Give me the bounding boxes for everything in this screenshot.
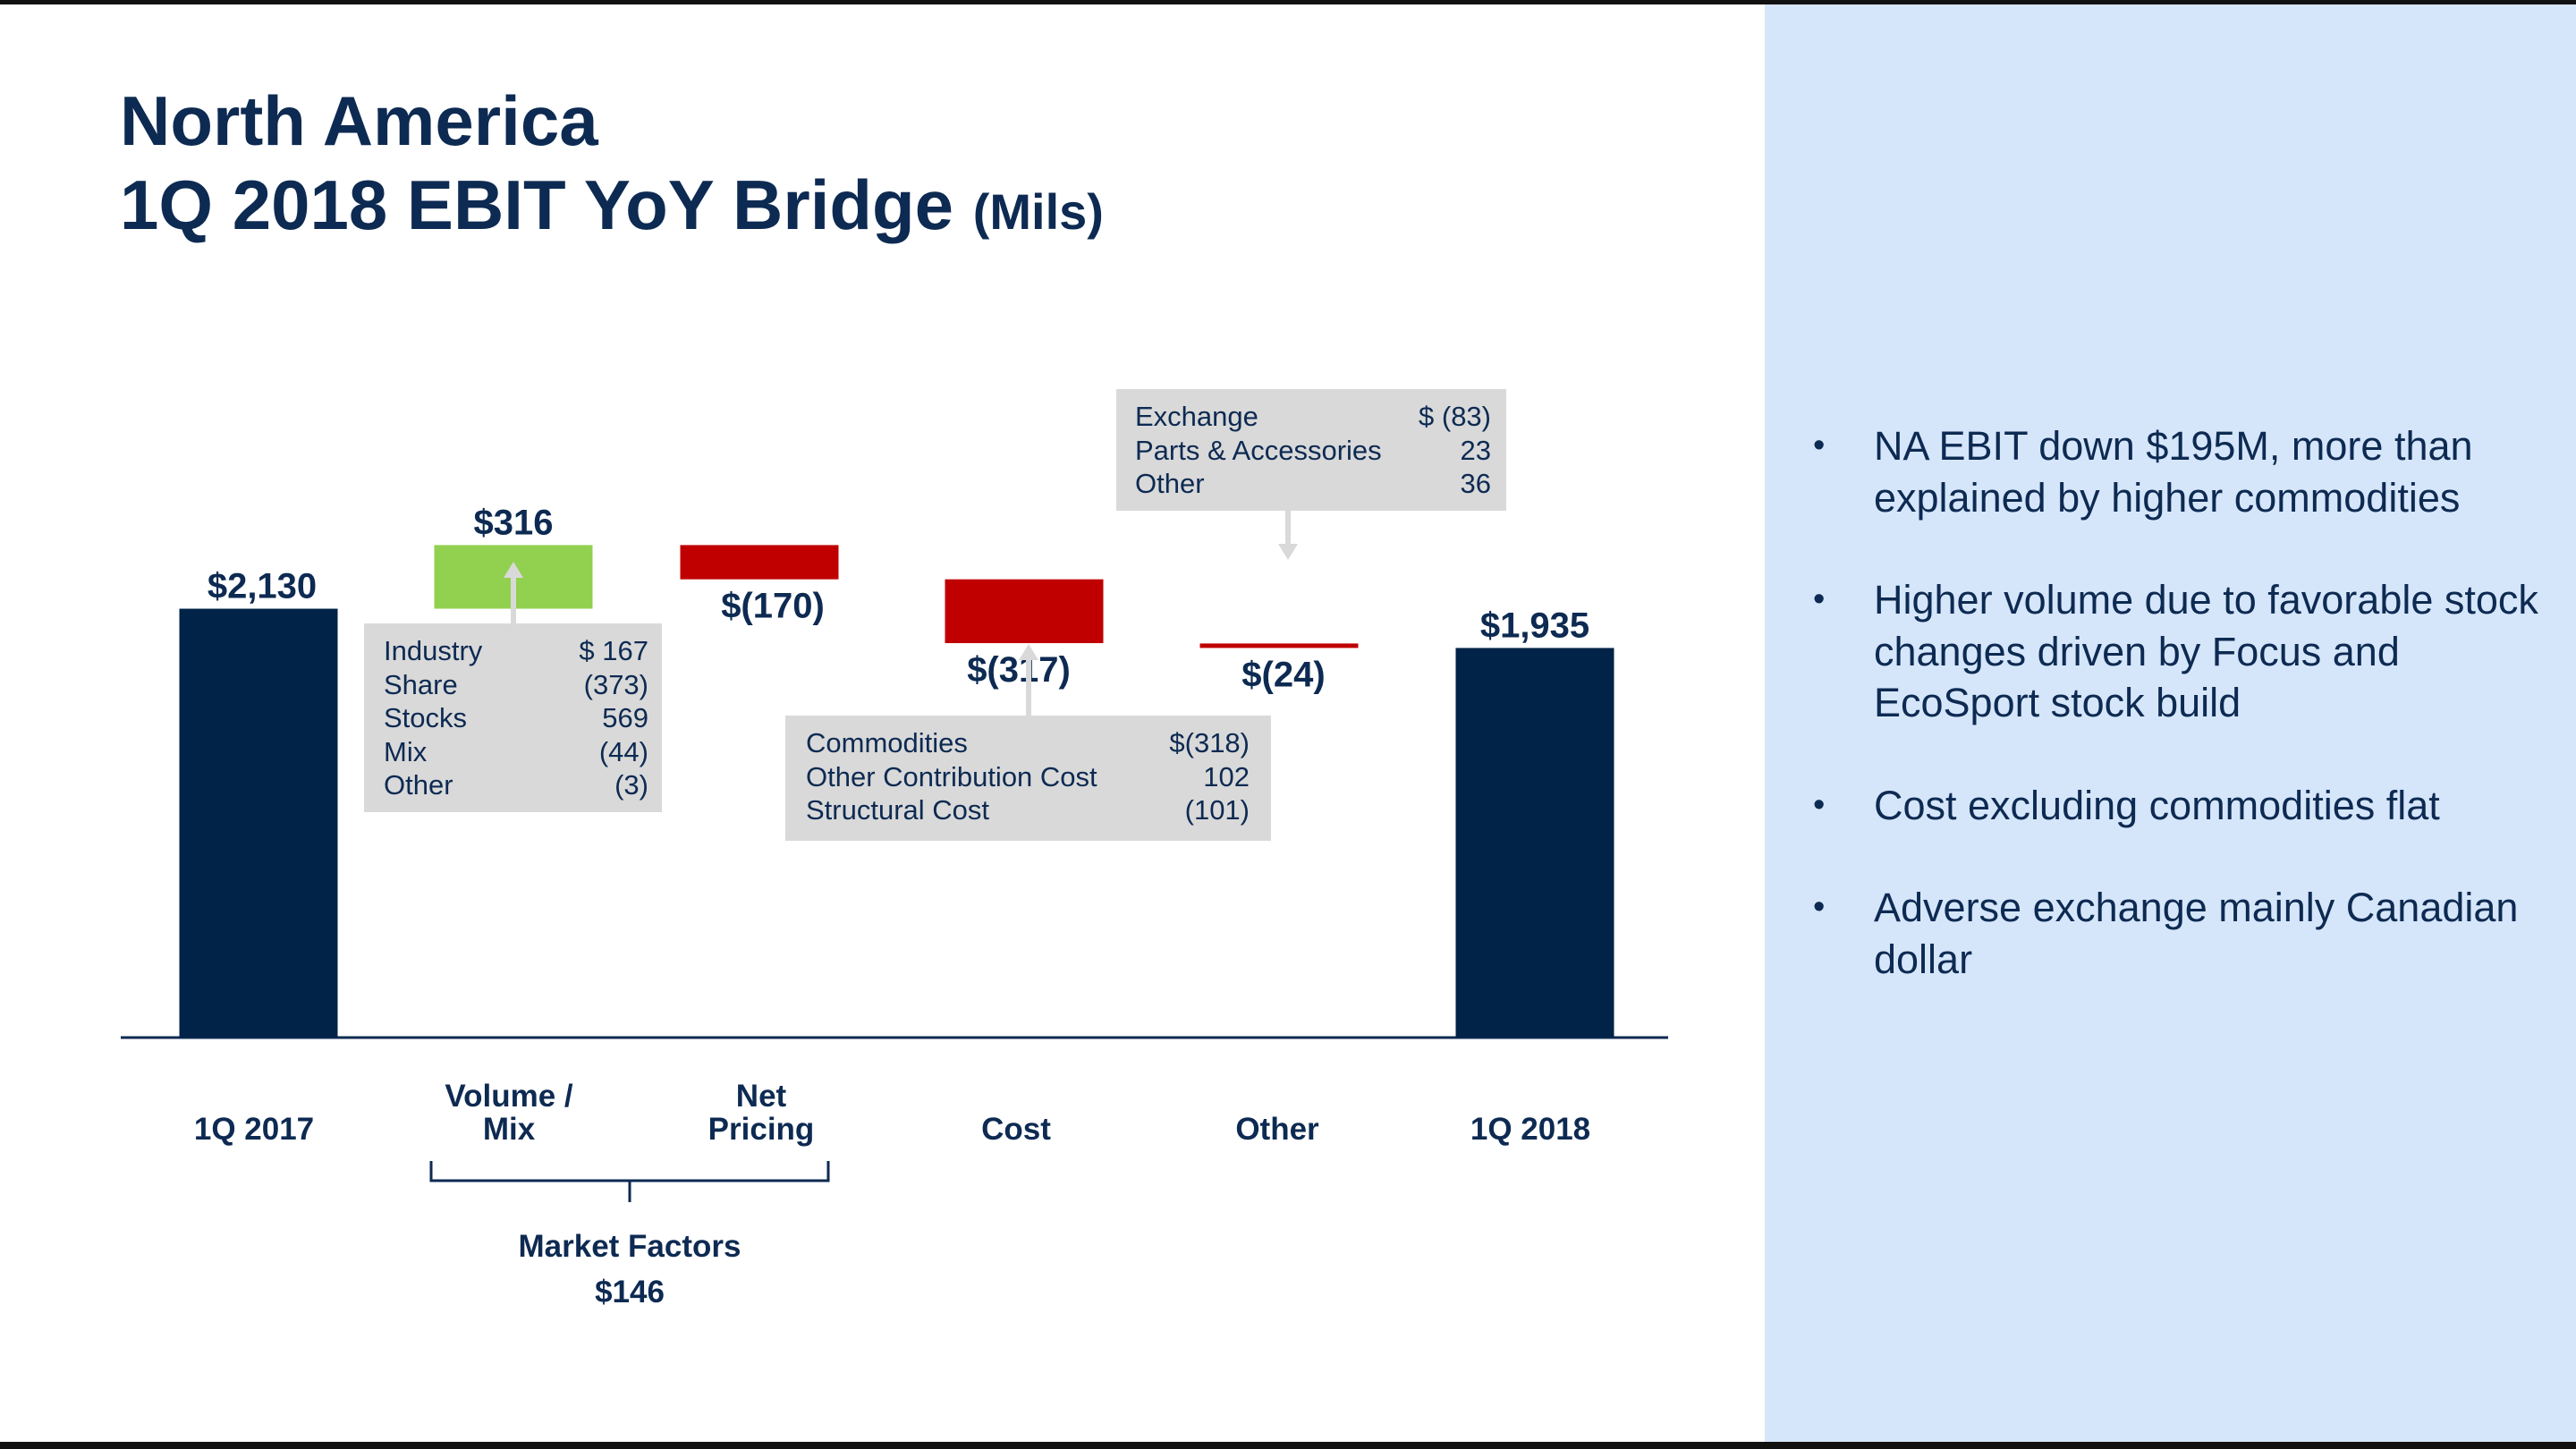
callout-table: Commodities $(318) Other Contribution Cost… [806,726,1250,827]
cost-callout: Commodities $(318) Other Contribution Cost… [785,716,1271,841]
title-region: North America [120,81,598,160]
callout-row-label: Commodities [806,727,968,758]
market-factors-value: $146 [595,1275,665,1309]
callout-row: Other 36 [1135,467,1491,501]
callout-row-value: $ (83) [1419,401,1491,432]
bottom-border [0,1442,2576,1449]
callout-row-label: Exchange [1135,401,1258,432]
callout-row-value: 36 [1460,468,1491,499]
bullet-text: NA EBIT down $195M, more than explained … [1874,423,2473,521]
bullet-item: • NA EBIT down $195M, more than explained… [1813,420,2546,523]
callout-row-value: (101) [1184,794,1250,826]
bullet-list: • NA EBIT down $195M, more than explained… [1813,420,2546,1036]
callout-row-label: Share [384,668,458,700]
bullet-dot-icon: • [1813,427,1826,464]
volume-mix-callout: Industry $ 167 Share (373) Stocks 569 Mix (44) O… [364,623,662,812]
other-callout: Exchange $ (83) Parts & Accessories 23 Other… [1116,389,1506,511]
callout-row-label: Parts & Accessories [1135,434,1382,466]
callout-row-value: (3) [614,769,648,801]
data-label-5: $1,935 [1480,606,1589,645]
bar-4 [1199,643,1359,648]
category-label: Cost [981,1112,1051,1147]
callout-row: Commodities $(318) [806,726,1250,760]
data-label-3: $(317) [967,650,1071,690]
market-factors-bracket [429,1161,830,1202]
bar-5 [1455,648,1614,1038]
other-arrow-icon-head [1278,544,1298,560]
callout-row-label: Other [1135,468,1205,499]
title-main: 1Q 2018 EBIT YoY Bridge [120,165,954,244]
callout-row-label: Other Contribution Cost [806,760,1097,792]
page-title: North America 1Q 2018 EBIT YoY Bridge (M… [120,79,1104,254]
commentary-panel [1765,4,2576,1442]
callout-row-label: Other [384,769,453,801]
title-chart-name: 1Q 2018 EBIT YoY Bridge (Mils) [120,163,1104,254]
callout-row: Share (373) [384,668,648,702]
bar-3 [945,579,1104,644]
top-border [0,0,2576,4]
category-label: Volume / Mix [445,1079,573,1147]
callout-row-label: Stocks [384,702,468,733]
callout-row-label: Mix [384,735,428,767]
category-label: 1Q 2018 [1470,1112,1590,1147]
bullet-dot-icon: • [1813,888,1826,926]
category-label: Net Pricing [708,1079,815,1147]
callout-table: Industry $ 167 Share (373) Stocks 569 Mix (44) O… [384,634,648,802]
callout-row-value: 102 [1203,760,1250,792]
callout-row: Exchange $ (83) [1135,400,1491,434]
bullet-item: • Adverse exchange mainly Canadian dollar [1813,882,2546,985]
callout-row: Parts & Accessories 23 [1135,434,1491,468]
callout-row-value: $ 167 [579,635,648,666]
data-label-0: $2,130 [208,567,317,606]
bullet-text: Adverse exchange mainly Canadian dollar [1874,885,2519,982]
bullet-text: Cost excluding commodities flat [1874,782,2440,828]
bullet-dot-icon: • [1813,785,1826,824]
data-label-2: $(170) [721,587,825,626]
market-factors-label: Market Factors [519,1229,741,1264]
waterfall-chart: $2,130 $316 $(170) $(317) $(24) $1,935 1Q 2017… [121,503,1668,1309]
category-label: 1Q 2017 [194,1112,314,1147]
title-unit: (Mils) [972,183,1104,240]
callout-row: Other (3) [384,768,648,802]
callout-row-value: 569 [602,702,648,733]
bullet-item: • Higher volume due to favorable stock ch… [1813,574,2546,729]
category-label: Other [1235,1112,1319,1147]
bullet-text: Higher volume due to favorable stock cha… [1874,577,2538,725]
data-label-1: $316 [474,503,554,542]
callout-row-value: (373) [583,668,648,700]
callout-row-label: Industry [384,635,483,666]
cost-arrow-icon-head [1019,644,1038,660]
callout-row-value: (44) [598,735,648,767]
callout-row-value: 23 [1460,434,1491,466]
callout-row: Industry $ 167 [384,634,648,668]
callout-row-label: Structural Cost [806,794,990,826]
callout-row: Other Contribution Cost 102 [806,760,1250,794]
callout-row: Stocks 569 [384,701,648,735]
bar-0 [179,608,338,1038]
callout-table: Exchange $ (83) Parts & Accessories 23 Other… [1135,400,1491,501]
volume-arrow-icon-head [504,562,523,578]
data-label-4: $(24) [1241,655,1325,694]
bullet-item: • Cost excluding commodities flat [1813,780,2546,832]
bar-2 [680,545,839,580]
callout-row: Structural Cost (101) [806,793,1250,827]
bullet-dot-icon: • [1813,580,1826,618]
callout-row: Mix (44) [384,735,648,769]
callout-row-value: $(318) [1169,727,1250,758]
